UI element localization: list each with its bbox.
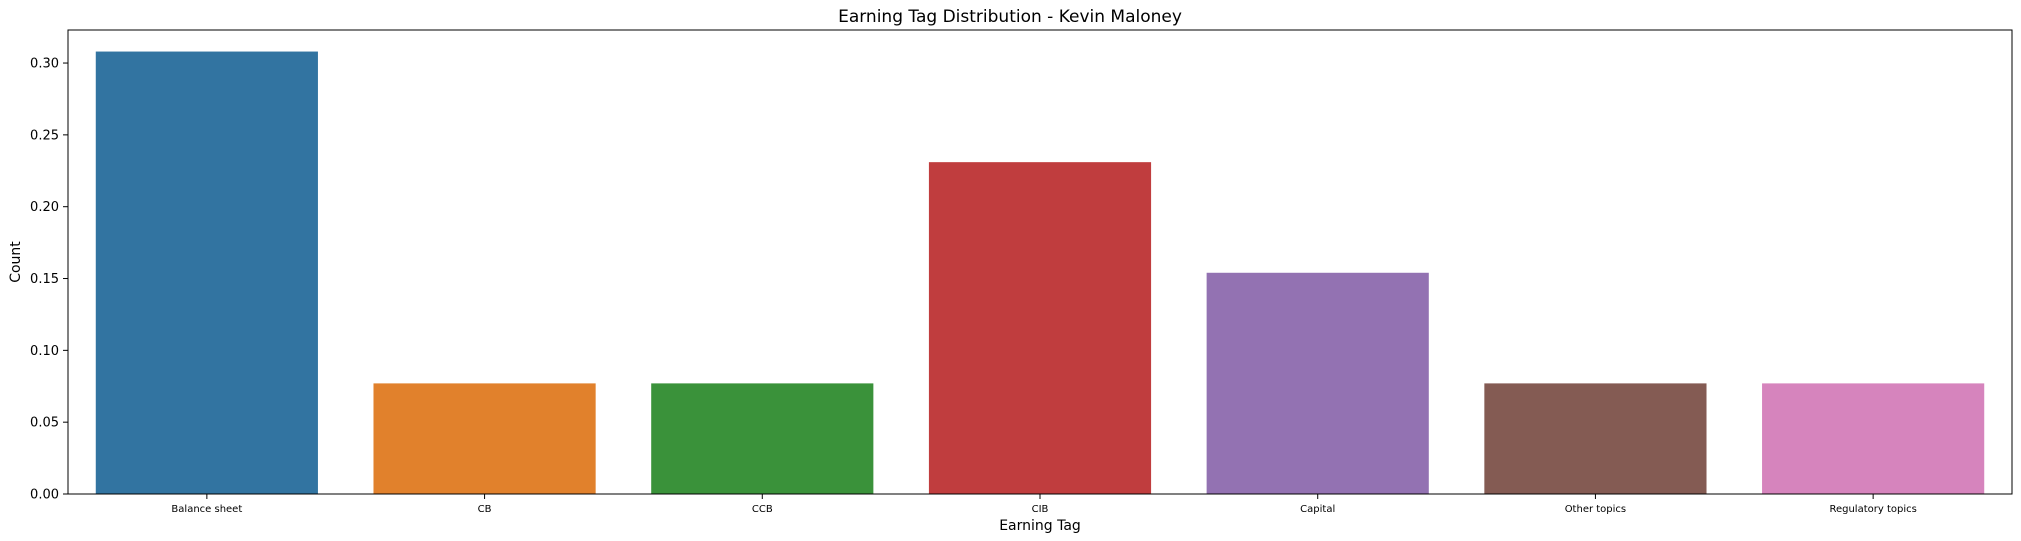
bar-cib — [928, 162, 1152, 494]
y-axis: 0.00 0.05 0.10 0.15 0.20 0.25 0.30 — [30, 57, 68, 503]
bar-other-topics — [1484, 383, 1707, 494]
y-tick-label: 0.25 — [30, 128, 59, 143]
bar-regulatory-topics — [1762, 383, 1985, 494]
bar-ccb — [651, 383, 874, 494]
x-tick-label: Other topics — [1565, 504, 1626, 515]
plot-area — [95, 51, 1985, 495]
y-tick-label: 0.05 — [30, 416, 59, 431]
bar-balance-sheet — [95, 51, 318, 495]
bar-cb — [373, 383, 596, 494]
x-tick-label: Balance sheet — [171, 504, 242, 515]
bar-capital — [1206, 272, 1429, 494]
x-axis: Balance sheet CB CCB CIB Capital Other topics… — [171, 494, 1917, 515]
x-tick-label: CCB — [752, 504, 773, 515]
axes-frame — [67, 29, 2013, 495]
x-tick-label: CIB — [1032, 504, 1049, 515]
y-tick-label: 0.00 — [30, 488, 59, 503]
y-tick-label: 0.30 — [30, 57, 59, 72]
y-tick-label: 0.20 — [30, 200, 59, 215]
chart-title: Earning Tag Distribution - Kevin Maloney — [838, 7, 1182, 27]
x-tick-label: Capital — [1300, 504, 1335, 515]
x-axis-label: Earning Tag — [999, 518, 1081, 534]
y-axis-label: Count — [8, 241, 24, 283]
y-tick-label: 0.10 — [30, 344, 59, 359]
y-tick-label: 0.15 — [30, 272, 59, 287]
x-tick-label: CB — [478, 504, 492, 515]
x-tick-label: Regulatory topics — [1829, 504, 1916, 515]
